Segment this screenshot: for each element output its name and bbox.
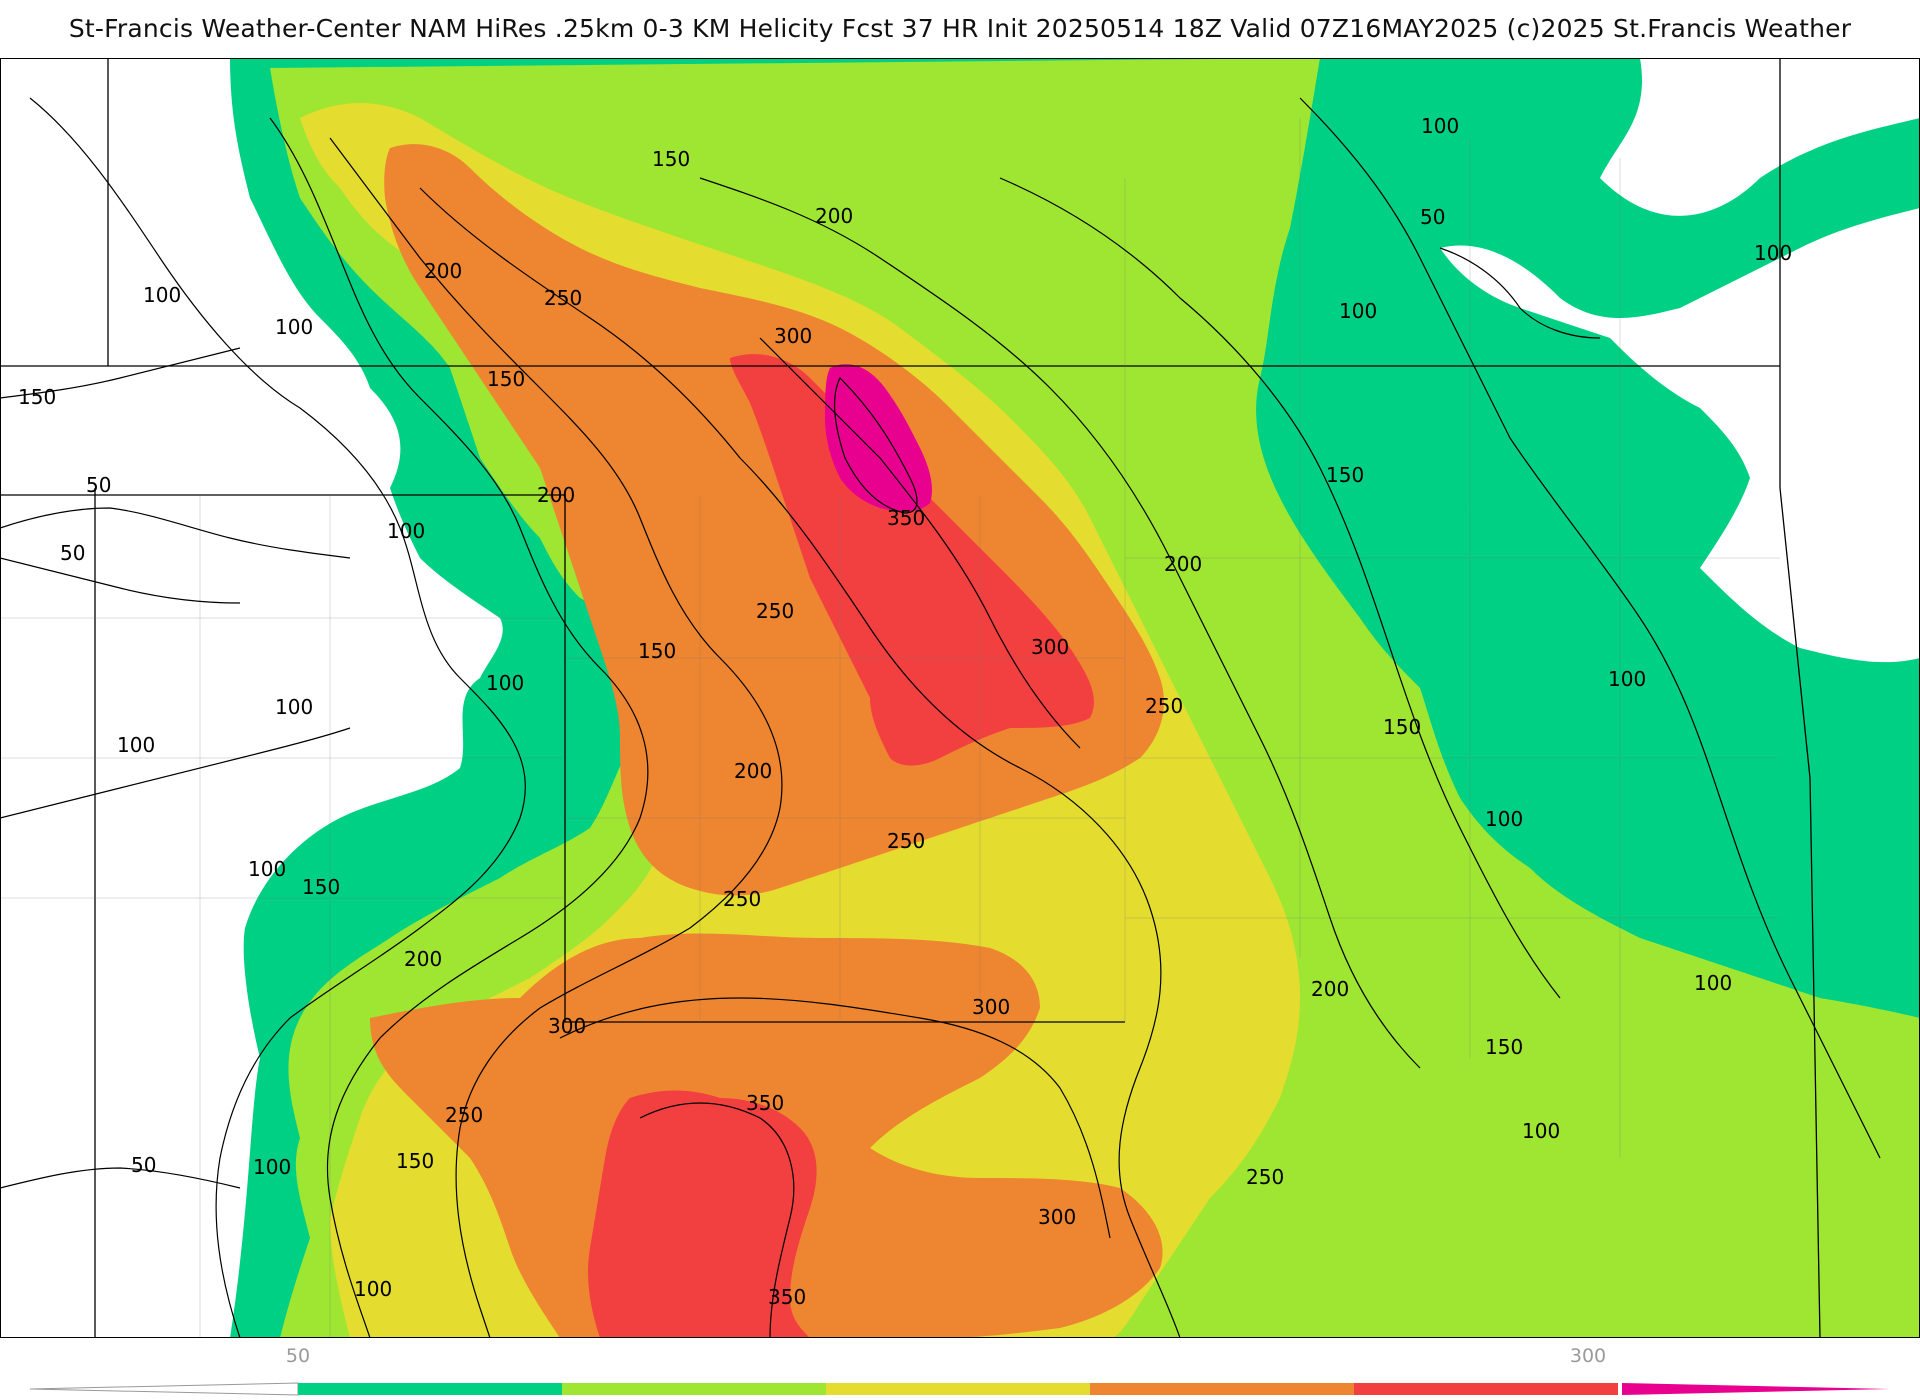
contour-label: 300 — [774, 324, 812, 348]
contour-label: 100 — [1339, 299, 1377, 323]
contour-label: 250 — [1246, 1165, 1284, 1189]
contour-label: 300 — [1031, 635, 1069, 659]
contour-label: 300 — [548, 1014, 586, 1038]
contour-label: 200 — [1311, 977, 1349, 1001]
contour-label: 200 — [404, 947, 442, 971]
contour-label: 250 — [887, 829, 925, 853]
contour-50-east — [1439, 247, 1601, 339]
contour-label: 100 — [387, 519, 425, 543]
colorbar-segment — [826, 1383, 1090, 1395]
county-lines — [0, 118, 1780, 1338]
contour-label: 150 — [1383, 715, 1421, 739]
border-middle — [0, 494, 1125, 1023]
contour-50-southwest — [0, 1167, 241, 1189]
contour-50-west-b — [0, 557, 241, 604]
contour-label: 250 — [756, 599, 794, 623]
contour-label: 200 — [734, 759, 772, 783]
contour-250-core — [419, 187, 1181, 1338]
border-east — [1779, 58, 1821, 1338]
contour-label: 350 — [768, 1285, 806, 1309]
contour-label: 100 — [486, 671, 524, 695]
contour-label: 250 — [723, 887, 761, 911]
colorbar-segment — [1090, 1383, 1354, 1395]
contour-label: 300 — [972, 995, 1010, 1019]
contour-label: 150 — [302, 875, 340, 899]
contour-label: 250 — [1145, 694, 1183, 718]
contour-label: 300 — [1038, 1205, 1076, 1229]
contour-150-east — [999, 177, 1561, 999]
contour-label: 100 — [275, 695, 313, 719]
contour-100-east — [1299, 97, 1881, 1159]
contour-350-core — [833, 376, 918, 514]
contour-label: 200 — [1164, 552, 1202, 576]
colorbar-segment — [1354, 1383, 1618, 1395]
fill-level-250 — [730, 354, 1094, 766]
colorbar-segment — [562, 1383, 826, 1395]
colorbar-segment — [298, 1383, 562, 1395]
contour-label: 100 — [253, 1155, 291, 1179]
contour-label: 100 — [354, 1277, 392, 1301]
contour-label: 50 — [131, 1153, 156, 1177]
colorbar-low-extension — [29, 1382, 299, 1396]
fill-level-300 — [825, 364, 932, 512]
contour-label: 150 — [1485, 1035, 1523, 1059]
contour-label: 250 — [445, 1103, 483, 1127]
contour-label: 250 — [544, 286, 582, 310]
contour-label: 150 — [652, 147, 690, 171]
contour-label: 350 — [746, 1091, 784, 1115]
contour-label: 100 — [1522, 1119, 1560, 1143]
helicity-map: 100 100 150 200 250 200 300 150 150 200 … — [0, 58, 1920, 1338]
contour-label: 100 — [1421, 114, 1459, 138]
contour-300-south — [559, 997, 1111, 1239]
contour-150-northwest — [0, 347, 241, 399]
contour-label: 100 — [143, 283, 181, 307]
contour-label: 100 — [1754, 241, 1792, 265]
contour-lines — [0, 97, 1881, 1338]
colorbar-high-extension — [1622, 1383, 1890, 1395]
contour-200-west — [329, 137, 783, 1338]
fill-level-250-south — [588, 1090, 817, 1338]
contour-label: 200 — [815, 204, 853, 228]
colorbar: 50 300 — [29, 1345, 1890, 1396]
contour-label: 100 — [1694, 971, 1732, 995]
contour-150-west — [269, 117, 649, 1338]
contour-label: 200 — [537, 483, 575, 507]
contour-100-southwest — [0, 727, 351, 819]
contour-label: 150 — [638, 639, 676, 663]
contour-label: 100 — [117, 733, 155, 757]
contour-label: 150 — [487, 367, 525, 391]
contour-200-east — [699, 177, 1421, 1069]
contour-300-core — [759, 337, 1081, 749]
contour-label: 150 — [18, 385, 56, 409]
contour-label: 100 — [248, 857, 286, 881]
contour-label: 50 — [60, 541, 85, 565]
contour-350-south — [639, 1102, 795, 1338]
contour-label: 150 — [1326, 463, 1364, 487]
contour-label: 100 — [275, 315, 313, 339]
contour-label: 350 — [887, 506, 925, 530]
contour-label: 150 — [396, 1149, 434, 1173]
map-title: St-Francis Weather-Center NAM HiRes .25k… — [68, 14, 1852, 43]
contour-label: 50 — [1420, 205, 1445, 229]
fill-white-right — [1440, 208, 1920, 663]
contour-label: 100 — [1608, 667, 1646, 691]
colorbar-tick-label: 300 — [1570, 1345, 1606, 1367]
colorbar-tick-label: 50 — [286, 1345, 310, 1367]
contour-label-group: 100 100 150 200 250 200 300 150 150 200 … — [18, 114, 1792, 1309]
contour-label: 100 — [1485, 807, 1523, 831]
contour-50-west-a — [0, 507, 351, 559]
contour-100-west — [29, 97, 526, 1338]
colorbar-segments — [298, 1383, 1618, 1395]
state-borders — [0, 58, 1821, 1338]
contour-label: 200 — [424, 259, 462, 283]
contour-label: 50 — [86, 473, 111, 497]
